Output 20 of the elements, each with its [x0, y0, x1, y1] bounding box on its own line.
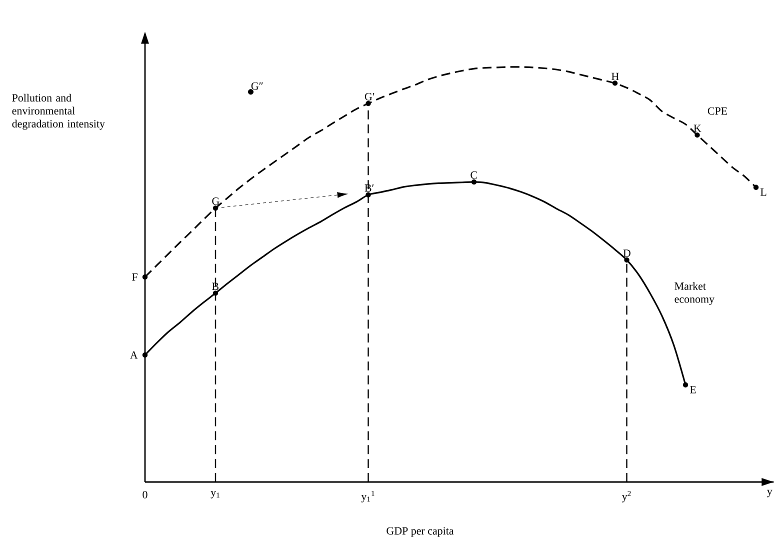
annotation: L [760, 188, 766, 196]
text: y [767, 490, 772, 498]
x-tick-label: 0 [142, 490, 148, 498]
annotation: G [212, 198, 220, 205]
annotation: H [612, 72, 619, 80]
series-label: G″ [251, 82, 263, 90]
annotation: E [690, 386, 696, 394]
annotation: C [470, 171, 477, 179]
annotation: K [694, 124, 702, 132]
annotation: A [130, 351, 138, 359]
x-axis-title: GDP per capita [386, 527, 454, 537]
x-tick-label: y$_{1}$ [210, 490, 220, 498]
annotation: B′ [364, 184, 374, 192]
x-tick-label: y$^{2}$ [622, 490, 631, 502]
y-axis-title: Pollution and environmental degradation intensity [12, 94, 105, 130]
annotation: D [623, 250, 630, 257]
annotation: G′ [364, 92, 374, 100]
annotation: F [132, 273, 138, 281]
series-label: Market economy [674, 282, 714, 306]
series-label: CPE [708, 107, 727, 115]
